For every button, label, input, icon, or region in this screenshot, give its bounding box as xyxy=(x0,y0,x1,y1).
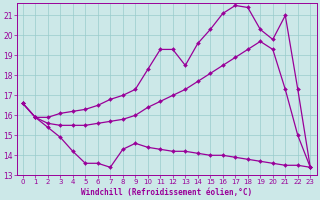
X-axis label: Windchill (Refroidissement éolien,°C): Windchill (Refroidissement éolien,°C) xyxy=(81,188,252,197)
